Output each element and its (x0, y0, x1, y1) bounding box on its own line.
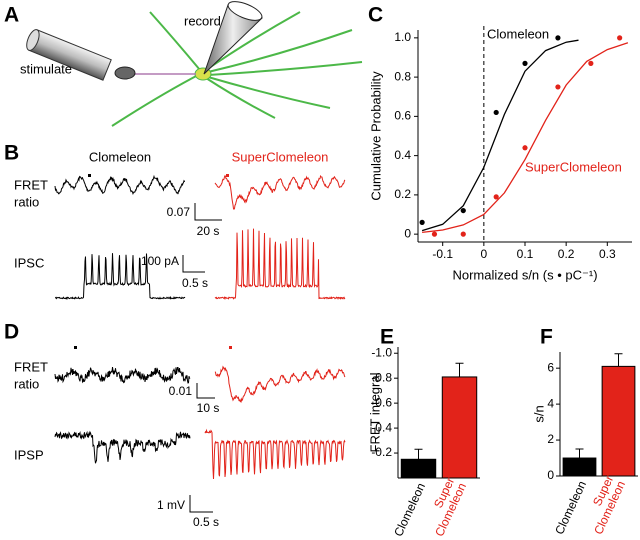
scale-label: 20 s (197, 224, 220, 238)
point (588, 60, 594, 66)
panel-label: A (4, 4, 19, 27)
error-bar (455, 362, 464, 377)
y-tick-label: 0.2 (394, 187, 411, 201)
y-tick-label: 0.6 (394, 109, 411, 123)
point (555, 84, 561, 90)
panel-label: C (368, 4, 383, 27)
y-tick-label: 0.8 (394, 69, 411, 83)
fit-line (421, 39, 579, 232)
panel-label: D (4, 321, 19, 344)
trace (214, 228, 346, 301)
point (493, 194, 499, 200)
y-tick-label: 0.4 (394, 148, 411, 162)
scale-label: 0.5 s (182, 276, 208, 290)
point (431, 231, 438, 237)
scale-label: 0.07 (167, 205, 191, 219)
trace (214, 365, 346, 403)
scale-label: 0.01 (169, 384, 193, 398)
superclomeleon-title: SuperClomeleon (232, 149, 329, 164)
panel-label: B (4, 142, 19, 165)
fret-label: FRET (14, 177, 48, 192)
trace (54, 430, 191, 464)
y-tick-label: 2 (547, 432, 554, 446)
y-tick-label: -0.2 (371, 445, 392, 459)
fret-label: ratio (14, 376, 39, 391)
x-tick-label: 0.1 (517, 247, 534, 261)
x-tick-label: 0.2 (558, 247, 575, 261)
y-tick-label: 1.0 (394, 30, 411, 44)
trace (54, 367, 191, 384)
record-pipette (203, 1, 263, 75)
y-axis-label: s/n (531, 405, 546, 422)
scale-label: 10 s (197, 401, 220, 415)
y-axis-label: Cumulative Probability (368, 71, 383, 201)
fret-label: FRET (14, 359, 48, 374)
x-tick-label: Clomeleon (552, 479, 589, 537)
y-tick-label: -0.4 (371, 420, 392, 434)
ipsp-label: IPSP (14, 447, 44, 462)
scale-bar (182, 203, 222, 513)
x-tick-label: 0 (481, 247, 488, 261)
stimulate-label: stimulate (20, 61, 72, 76)
y-tick-label: 0 (547, 468, 554, 482)
clomeleon-title: Clomeleon (89, 149, 151, 164)
ipsc-label: IPSC (14, 255, 44, 270)
x-axis-label: Normalized s/n (s • pC⁻¹) (452, 267, 597, 282)
scale-label: 1 mV (157, 498, 185, 512)
neuron (111, 11, 363, 127)
x-tick-label: Clomeleon (391, 481, 428, 539)
series-label: SuperClomeleon (525, 159, 622, 174)
error-bar (575, 448, 584, 459)
y-tick-label: 4 (547, 396, 554, 410)
y-tick-label: -0.6 (371, 395, 392, 409)
point (493, 109, 499, 116)
stim-marker (74, 174, 232, 349)
panel-label: F (540, 326, 553, 349)
y-tick-label: 0 (404, 226, 411, 240)
bar (562, 457, 597, 477)
panel-label: E (380, 326, 394, 349)
bar (441, 376, 478, 479)
fit-line (422, 42, 629, 234)
bar (601, 365, 636, 477)
point (419, 219, 425, 225)
point (617, 35, 623, 41)
point (460, 207, 466, 214)
error-bar (614, 353, 623, 367)
trace (55, 253, 186, 300)
fret-label: ratio (14, 194, 39, 209)
bar (400, 458, 437, 479)
error-bar (414, 448, 423, 460)
stim-electrode (26, 29, 112, 81)
series-label: Clomeleon (487, 26, 549, 41)
point (522, 145, 528, 151)
trace (54, 174, 185, 196)
point (460, 231, 466, 237)
scale-label: 0.5 s (193, 515, 219, 529)
x-tick-label: 0.3 (599, 247, 616, 261)
x-tick-label: -0.1 (432, 247, 453, 261)
y-axis-label: FRET integral (367, 372, 382, 452)
stim-tip (114, 66, 136, 80)
trace (214, 174, 346, 210)
y-tick-label: 6 (547, 360, 554, 374)
point (522, 60, 528, 66)
record-label: record (184, 13, 221, 28)
y-tick-label: -1.0 (371, 345, 392, 359)
point (555, 35, 561, 41)
trace (204, 428, 346, 480)
scale-label: 100 pA (141, 254, 179, 268)
y-tick-label: -0.8 (371, 370, 392, 384)
